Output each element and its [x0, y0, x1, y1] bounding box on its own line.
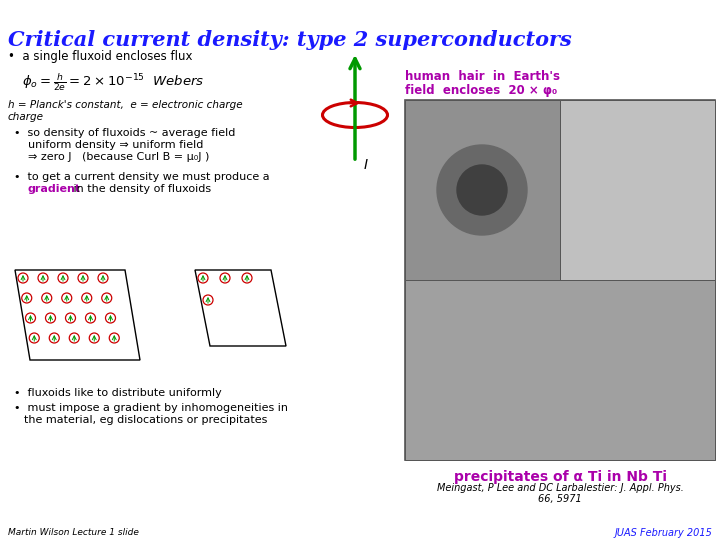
Text: h = Planck's constant,  e = electronic charge: h = Planck's constant, e = electronic ch…	[8, 100, 243, 110]
Text: •  fluxoids like to distribute uniformly: • fluxoids like to distribute uniformly	[14, 388, 222, 398]
Text: human  hair  in  Earth's: human hair in Earth's	[405, 70, 560, 83]
Text: ⇒ zero J   (because Curl B = μ₀J ): ⇒ zero J (because Curl B = μ₀J )	[28, 152, 210, 162]
Text: $\phi_o = \frac{h}{2e} = 2 \times 10^{-15}$  Webers: $\phi_o = \frac{h}{2e} = 2 \times 10^{-1…	[22, 72, 204, 93]
Bar	[405, 100, 560, 280]
Text: the material, eg dislocations or precipitates: the material, eg dislocations or precipi…	[24, 415, 267, 425]
Text: field  encloses  20 × φ₀: field encloses 20 × φ₀	[405, 84, 557, 97]
Text: •  must impose a gradient by inhomogeneities in: • must impose a gradient by inhomogeneit…	[14, 403, 288, 413]
Circle shape	[457, 165, 507, 215]
Text: •  a single fluxoid encloses flux: • a single fluxoid encloses flux	[8, 50, 192, 63]
Text: charge: charge	[8, 112, 44, 122]
Text: •  so density of fluxoids ~ average field: • so density of fluxoids ~ average field	[14, 128, 235, 138]
Text: gradient: gradient	[28, 184, 81, 194]
Text: $I$: $I$	[363, 158, 369, 172]
Text: precipitates of α Ti in Nb Ti: precipitates of α Ti in Nb Ti	[454, 470, 667, 484]
Bar	[405, 100, 715, 460]
Text: Meingast, P Lee and DC Larbalestier: J. Appl. Phys.: Meingast, P Lee and DC Larbalestier: J. …	[436, 483, 683, 493]
Text: •  to get a current density we must produce a: • to get a current density we must produ…	[14, 172, 269, 182]
Text: in the density of fluxoids: in the density of fluxoids	[70, 184, 211, 194]
Text: uniform density ⇒ uniform field: uniform density ⇒ uniform field	[28, 140, 203, 150]
Text: Martin Wilson Lecture 1 slide: Martin Wilson Lecture 1 slide	[8, 528, 139, 537]
Bar	[405, 280, 715, 460]
Text: JUAS February 2015: JUAS February 2015	[614, 528, 712, 538]
Text: 66, 5971: 66, 5971	[538, 494, 582, 504]
Text: Critical current density: type 2 superconductors: Critical current density: type 2 superco…	[8, 30, 572, 50]
Circle shape	[437, 145, 527, 235]
Bar	[560, 100, 715, 280]
